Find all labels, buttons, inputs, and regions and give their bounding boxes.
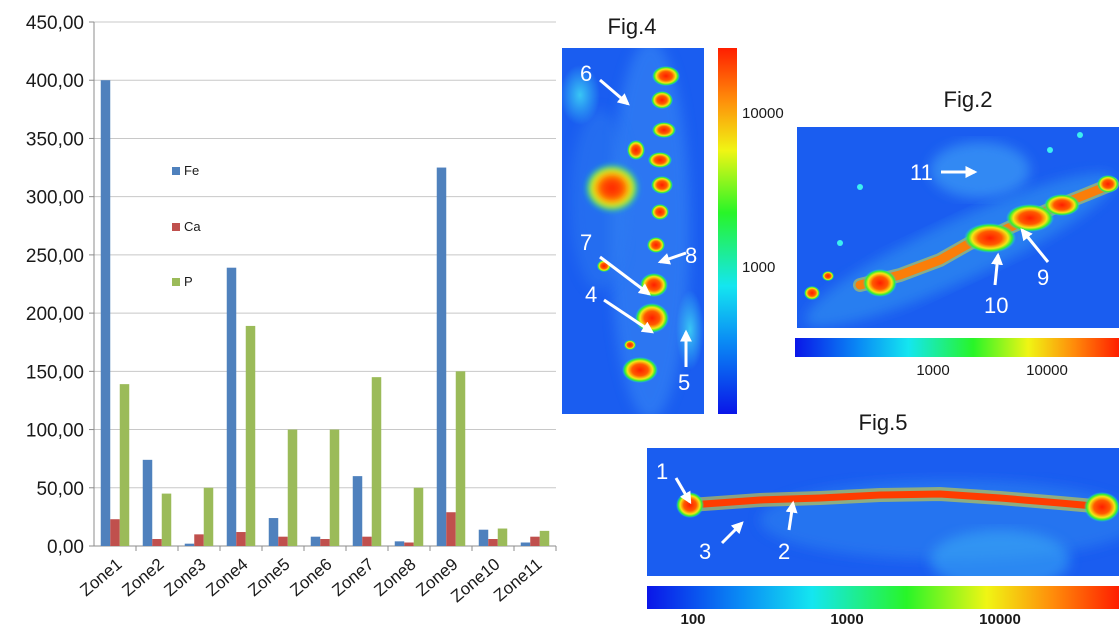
fig2-colorbar-tick: 1000 bbox=[916, 362, 949, 379]
bar-p bbox=[371, 377, 382, 546]
y-tick-label: 300,00 bbox=[26, 188, 84, 209]
fig5-colorbar-tick: 100 bbox=[680, 611, 705, 628]
bar-ca bbox=[446, 512, 456, 546]
x-tick-label: Zone3 bbox=[160, 555, 209, 601]
fig2-heatmap-panel: Fig.2 11 9 10 1000 10000 bbox=[795, 87, 1119, 379]
fig4-map-features bbox=[562, 48, 704, 414]
bar-ca bbox=[488, 539, 498, 546]
bar-p bbox=[455, 371, 466, 546]
bar-fe bbox=[268, 518, 279, 546]
bar-fe bbox=[142, 459, 153, 546]
bar-p bbox=[245, 325, 256, 546]
x-tick-label: Zone1 bbox=[76, 555, 125, 601]
bar-ca bbox=[278, 536, 288, 546]
legend-swatch bbox=[172, 278, 180, 286]
bar-p bbox=[119, 384, 130, 546]
fig4-label: 8 bbox=[685, 243, 697, 268]
bar-fe bbox=[520, 542, 531, 546]
bar-ca bbox=[530, 536, 540, 546]
bar-ca bbox=[236, 532, 246, 546]
fig2-label: 11 bbox=[910, 160, 933, 185]
fig2-colorbar bbox=[795, 338, 1119, 357]
bar-p bbox=[161, 493, 172, 546]
bar-fe bbox=[352, 476, 363, 546]
x-tick-label: Zone5 bbox=[244, 555, 293, 601]
bar-p bbox=[287, 429, 298, 546]
bar-fe bbox=[394, 541, 405, 546]
x-tick-label: Zone6 bbox=[286, 555, 335, 601]
bar-p bbox=[497, 528, 508, 546]
fig4-label: 6 bbox=[580, 61, 592, 86]
fig5-title: Fig.5 bbox=[859, 410, 908, 435]
legend-swatch bbox=[172, 167, 180, 175]
bar-ca bbox=[110, 519, 120, 546]
x-tick-label: Zone2 bbox=[118, 555, 167, 601]
bar-p bbox=[329, 429, 340, 546]
fig5-colorbar-tick: 10000 bbox=[979, 611, 1021, 628]
fig5-colorbar bbox=[647, 586, 1119, 609]
bar-fe bbox=[100, 80, 111, 546]
y-tick-label: 400,00 bbox=[26, 71, 84, 92]
y-tick-label: 150,00 bbox=[26, 362, 84, 383]
bar-p bbox=[539, 530, 550, 546]
fig4-label: 4 bbox=[585, 282, 597, 307]
fig5-label: 3 bbox=[699, 539, 711, 564]
bar-ca bbox=[152, 539, 162, 546]
bar-p bbox=[413, 487, 424, 546]
fig5-label: 1 bbox=[656, 459, 668, 484]
legend-label: Ca bbox=[184, 219, 201, 234]
fig2-label: 9 bbox=[1037, 265, 1049, 290]
y-tick-label: 350,00 bbox=[26, 129, 84, 150]
fig5-map-features bbox=[676, 480, 1119, 576]
y-tick-label: 0,00 bbox=[47, 537, 84, 558]
y-tick-label: 50,00 bbox=[36, 479, 84, 500]
bar-p bbox=[203, 487, 214, 546]
y-tick-label: 200,00 bbox=[26, 304, 84, 325]
bar-ca bbox=[320, 539, 330, 546]
y-tick-label: 450,00 bbox=[26, 13, 84, 34]
fig2-title: Fig.2 bbox=[944, 87, 993, 112]
x-tick-label: Zone11 bbox=[490, 555, 545, 606]
fig5-colorbar-tick: 1000 bbox=[830, 611, 863, 628]
bar-fe bbox=[310, 536, 321, 546]
bar-ca bbox=[404, 542, 414, 546]
y-tick-label: 100,00 bbox=[26, 421, 84, 442]
bar-fe bbox=[184, 543, 195, 546]
fig4-colorbar-tick: 10000 bbox=[742, 105, 784, 122]
bar-chart: 0,00 50,00 100,00 150,00 200,00 250,00 300,00 3… bbox=[26, 13, 557, 606]
bar-ca bbox=[362, 536, 372, 546]
legend-swatch bbox=[172, 223, 180, 231]
bar-ca bbox=[194, 534, 204, 546]
x-tick-label: Zone8 bbox=[370, 555, 419, 601]
x-tick-label: Zone4 bbox=[202, 555, 251, 601]
fig2-colorbar-tick: 10000 bbox=[1026, 362, 1068, 379]
bar-fe bbox=[478, 529, 489, 546]
fig5-heatmap-panel: Fig.5 1 3 2 100 1000 10000 bbox=[647, 410, 1119, 628]
fig4-label: 7 bbox=[580, 230, 592, 255]
fig4-colorbar-tick: 1000 bbox=[742, 259, 775, 276]
fig2-map-features bbox=[804, 132, 1119, 327]
fig4-colorbar bbox=[718, 48, 737, 414]
legend-label: Fe bbox=[184, 163, 199, 178]
x-tick-label: Zone7 bbox=[328, 555, 377, 601]
fig4-heatmap-panel: Fig.4 10000 1000 bbox=[562, 14, 784, 414]
fig5-label: 2 bbox=[778, 539, 790, 564]
legend-label: P bbox=[184, 274, 193, 289]
fig2-label: 10 bbox=[984, 293, 1008, 318]
bar-fe bbox=[436, 167, 447, 547]
fig4-label: 5 bbox=[678, 370, 690, 395]
bar-fe bbox=[226, 267, 237, 546]
fig4-title: Fig.4 bbox=[608, 14, 657, 39]
y-tick-label: 250,00 bbox=[26, 246, 84, 267]
